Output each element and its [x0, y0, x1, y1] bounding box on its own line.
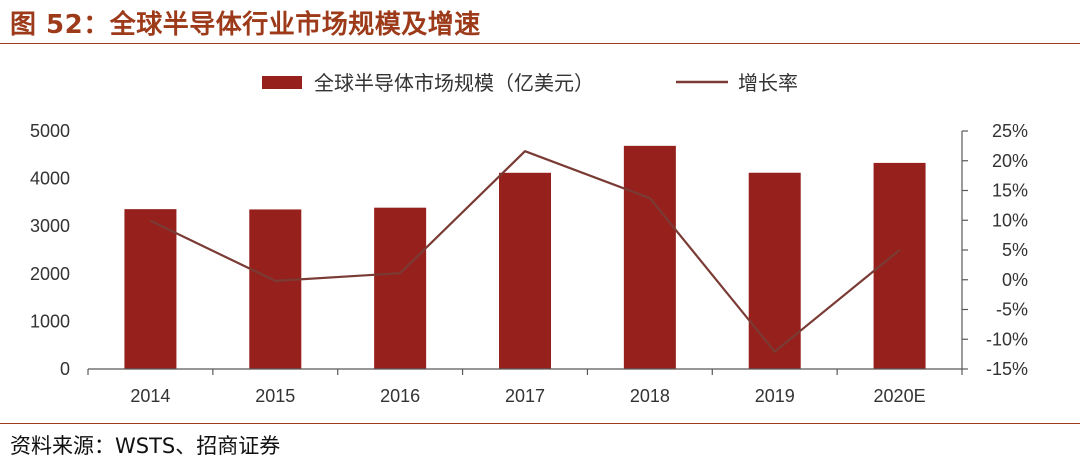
x-tick-label: 2020E — [874, 386, 926, 406]
left-tick-label: 2000 — [30, 264, 70, 284]
growth-line — [149, 150, 901, 353]
x-tick-label: 2017 — [505, 386, 545, 406]
title-rule — [0, 43, 1080, 44]
x-axis: 2014 2015 2016 2017 2018 2019 2020E — [87, 368, 963, 406]
bar-2020E — [873, 162, 926, 369]
bar-2017 — [499, 172, 551, 369]
bar-2018 — [623, 145, 676, 369]
right-axis: -15% -10% -5% 0% 5% 10% 15% 20% 25% — [961, 121, 1028, 379]
left-tick-label: 5000 — [30, 121, 70, 141]
legend: 全球半导体市场规模（亿美元） 增长率 — [262, 71, 798, 95]
left-tick-label: 4000 — [30, 169, 70, 189]
right-tick-label: 0% — [1002, 270, 1028, 290]
x-tick-label: 2019 — [755, 386, 795, 406]
bar-2016 — [374, 207, 427, 369]
bar-2015 — [249, 209, 302, 369]
bar-2014 — [124, 209, 177, 369]
left-tick-label: 1000 — [30, 311, 70, 331]
legend-swatch-bar — [262, 76, 302, 89]
source-rule — [0, 423, 1080, 424]
left-axis-ticks: 0 1000 2000 3000 4000 5000 — [30, 121, 70, 379]
x-tick-label: 2016 — [380, 386, 420, 406]
x-tick-label: 2014 — [130, 386, 170, 406]
source-note: 资料来源：WSTS、招商证券 — [10, 434, 281, 458]
right-tick-label: 5% — [1002, 240, 1028, 260]
right-tick-label: 25% — [992, 121, 1028, 141]
right-tick-label: 20% — [992, 151, 1028, 171]
x-tick-label: 2018 — [630, 386, 670, 406]
bars — [124, 145, 926, 369]
left-tick-label: 0 — [60, 359, 70, 379]
right-tick-label: 15% — [992, 181, 1028, 201]
bar-2019 — [748, 172, 801, 369]
figure-title: 图 52：全球半导体行业市场规模及增速 — [10, 10, 481, 40]
right-tick-label: -10% — [986, 329, 1028, 349]
legend-label-bar: 全球半导体市场规模（亿美元） — [314, 71, 594, 95]
right-tick-label: 10% — [992, 210, 1028, 230]
right-tick-label: -15% — [986, 359, 1028, 379]
left-tick-label: 3000 — [30, 216, 70, 236]
x-tick-label: 2015 — [255, 386, 295, 406]
legend-label-line: 增长率 — [738, 71, 798, 95]
right-tick-label: -5% — [996, 300, 1028, 320]
